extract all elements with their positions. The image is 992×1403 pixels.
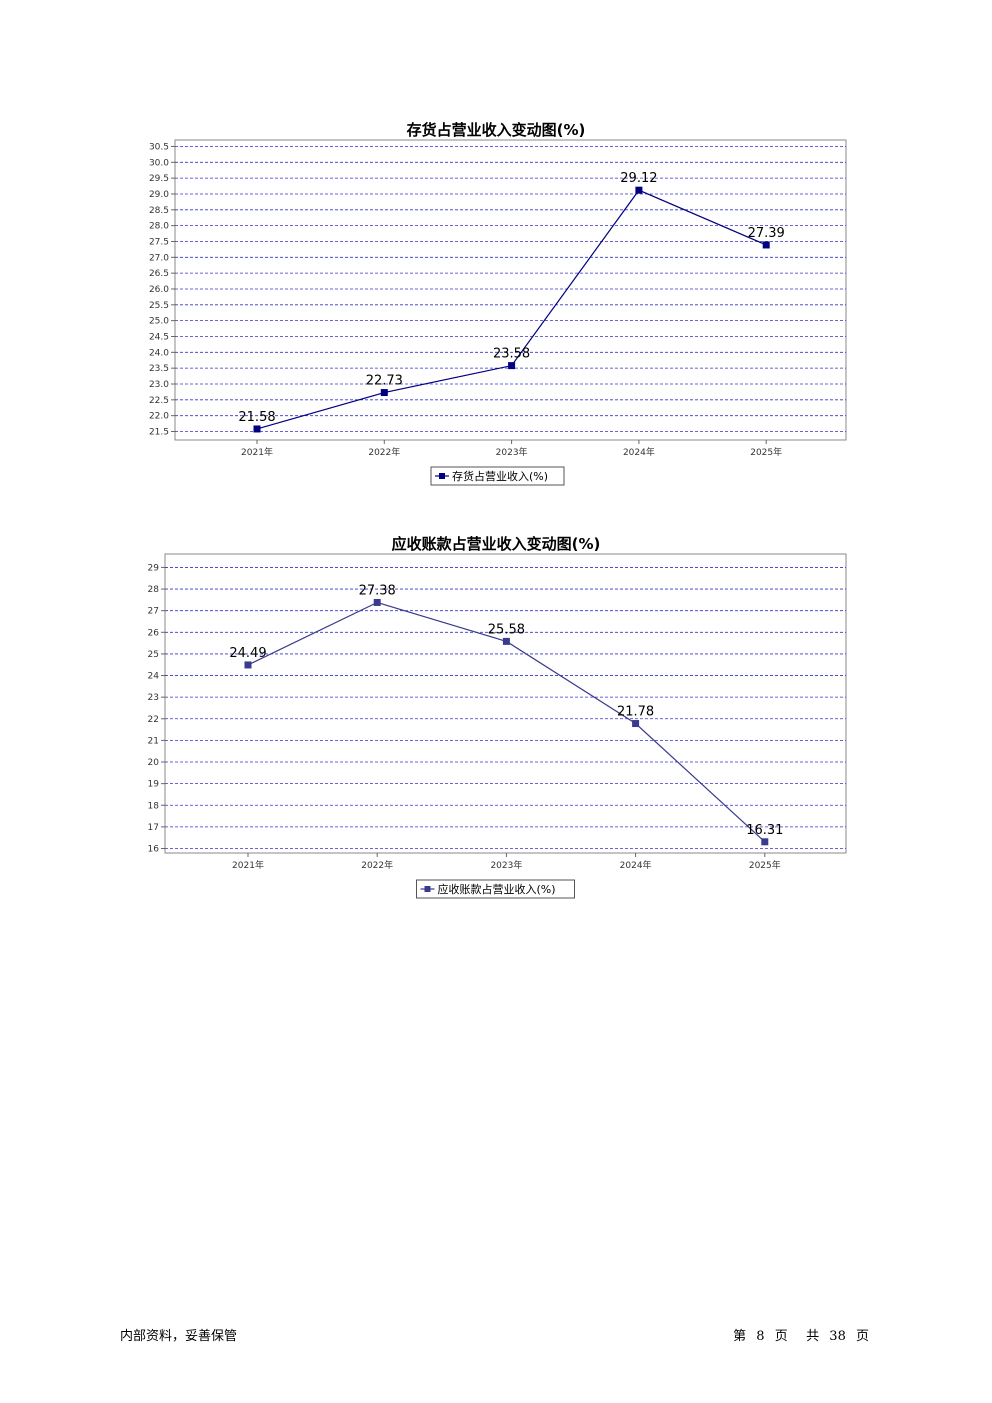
x-tick-label: 2022年: [368, 446, 400, 458]
y-tick-label: 20: [148, 758, 160, 768]
y-tick-label: 29: [148, 563, 160, 573]
x-tick-label: 2025年: [750, 446, 782, 458]
data-label: 21.78: [617, 705, 654, 720]
y-tick-label: 19: [148, 780, 160, 790]
y-tick-label: 21.5: [149, 428, 169, 438]
y-tick-label: 25: [148, 650, 159, 660]
data-label: 23.58: [493, 347, 530, 362]
data-label: 24.49: [229, 646, 266, 661]
x-tick-label: 2023年: [490, 859, 522, 871]
x-tick-label: 2024年: [623, 446, 655, 458]
inventory-ratio-chart: 21.5 22.0 22.5 23.0 23.5 24.0 24.5 25.0 25.5 26.0…: [149, 139, 847, 486]
y-tick-label: 24: [148, 672, 160, 682]
legend-box: [416, 879, 575, 899]
y-tick-label: 22.0: [149, 412, 169, 422]
total-prefix: 共: [806, 1329, 820, 1344]
y-tick-label: 25.0: [149, 317, 169, 327]
data-label: 25.58: [488, 622, 525, 637]
y-tick-label: 27: [148, 607, 159, 617]
legend-marker: [424, 886, 431, 892]
page-unit: 页: [774, 1329, 788, 1344]
data-point: [635, 186, 643, 194]
data-label: 27.39: [748, 226, 785, 241]
y-tick-label: 25.5: [149, 301, 169, 311]
y-tick-label: 26: [148, 628, 160, 638]
y-tick-label: 22.5: [149, 396, 169, 406]
data-point: [508, 362, 516, 370]
y-tick-label: 26.0: [149, 285, 169, 295]
data-point: [253, 425, 261, 433]
data-point: [380, 389, 388, 397]
data-label: 21.58: [238, 410, 275, 425]
data-label: 16.31: [746, 823, 783, 838]
receivables-ratio-chart: 16 17 18 19 20 21 22 23 24 25 26 27 28 29 2021年 2022年 20…: [148, 553, 847, 899]
y-tick-label: 30.0: [149, 158, 169, 168]
y-tick-label: 21: [148, 736, 159, 746]
total-unit: 页: [855, 1329, 869, 1344]
y-tick-label: 17: [148, 823, 159, 833]
legend-label: 存货占营业收入(%): [452, 469, 548, 483]
data-point: [502, 637, 510, 645]
x-tick-label: 2021年: [241, 446, 273, 458]
footer-confidential: 内部资料，妥善保管: [120, 1329, 238, 1344]
y-tick-label: 28: [148, 585, 160, 595]
data-point: [761, 838, 769, 846]
total-pages: 38: [829, 1329, 846, 1344]
y-tick-label: 23.5: [149, 364, 169, 374]
y-tick-label: 28.5: [149, 206, 169, 216]
footer-page-info: 第 8 页 共 38 页: [730, 1325, 872, 1344]
y-tick-label: 27.5: [149, 237, 169, 247]
x-tick-label: 2023年: [496, 446, 528, 458]
legend-marker: [439, 473, 445, 479]
y-tick-label: 24.0: [149, 348, 169, 358]
legend-label: 应收账款占营业收入(%): [438, 882, 556, 896]
data-point: [632, 720, 640, 728]
y-tick-label: 26.5: [149, 269, 169, 279]
x-tick-label: 2025年: [749, 859, 781, 871]
legend-box: [430, 466, 565, 486]
data-label: 29.12: [620, 171, 657, 186]
y-tick-label: 29.0: [149, 190, 169, 200]
plot-area: [174, 139, 847, 441]
y-tick-label: 23.0: [149, 380, 169, 390]
page-prefix: 第: [733, 1329, 747, 1344]
y-tick-label: 22: [148, 715, 159, 725]
y-tick-label: 16: [148, 845, 160, 855]
chart2-title: 应收账款占营业收入变动图(%): [391, 535, 601, 553]
y-tick-label: 18: [148, 801, 160, 811]
data-point: [373, 598, 381, 606]
x-tick-label: 2022年: [361, 859, 393, 871]
data-label: 22.73: [366, 374, 403, 389]
data-label: 27.38: [359, 583, 396, 598]
y-tick-label: 30.5: [149, 142, 169, 152]
x-tick-label: 2024年: [620, 859, 652, 871]
y-tick-label: 29.5: [149, 174, 169, 184]
plot-area: [164, 553, 847, 854]
data-point: [244, 661, 252, 669]
x-tick-label: 2021年: [232, 859, 264, 871]
y-tick-label: 28.0: [149, 222, 169, 232]
chart1-title: 存货占营业收入变动图(%): [406, 121, 586, 139]
data-point: [762, 241, 770, 249]
y-tick-label: 27.0: [149, 253, 169, 263]
y-tick-label: 24.5: [149, 332, 169, 342]
page-number: 8: [756, 1329, 765, 1344]
y-tick-label: 23: [148, 693, 159, 703]
